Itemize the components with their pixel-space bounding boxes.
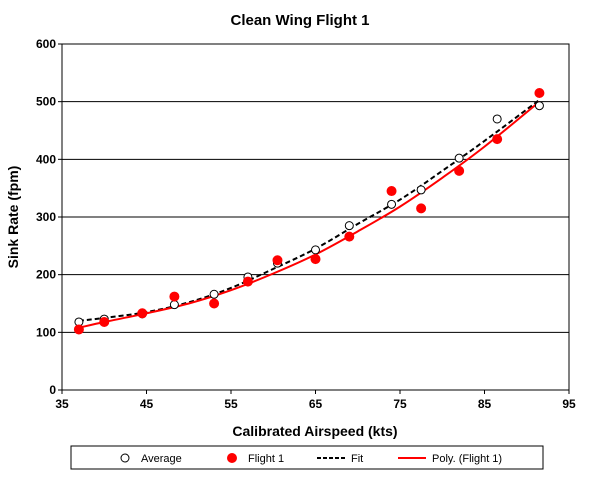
legend-label: Poly. (Flight 1) [432,453,502,465]
legend: Average Flight 1 Fit Poly. (Flight 1) [70,445,544,470]
data-point-average [209,289,219,299]
legend-entry-average: Average [120,453,182,465]
legend-entry-poly-flight-1: Poly. (Flight 1) [398,453,502,465]
data-point-flight-1 [169,291,180,302]
y-tick-label: 200 [36,268,56,282]
data-point-average [454,153,464,163]
data-point-flight-1 [73,324,84,335]
data-point-flight-1 [454,165,465,176]
legend-swatch [227,453,237,463]
legend-swatch [120,453,130,463]
legend-label: Fit [351,453,363,465]
legend-label: Flight 1 [248,453,284,465]
y-tick-label: 300 [36,210,56,224]
y-tick-labels: 0 100 200 300 400 500 600 [36,37,62,397]
data-point-flight-1 [242,276,253,287]
x-tick-label: 35 [55,397,69,411]
series-layer [73,88,545,335]
data-point-average [311,245,320,255]
data-point-flight-1 [209,298,220,309]
data-point-flight-1 [272,255,283,266]
data-point-average [387,199,397,209]
x-tick-label: 65 [309,397,323,411]
y-tick-label: 400 [36,152,56,166]
x-tick-labels: 35 45 55 65 75 85 95 [55,390,576,411]
data-point-flight-1 [310,254,321,265]
data-point-flight-1 [344,231,355,242]
data-point-flight-1 [137,308,148,319]
data-point-average [534,101,544,111]
data-point-average [492,114,502,124]
x-tick-label: 75 [393,397,407,411]
legend-entry-flight-1: Flight 1 [227,453,284,465]
x-tick-label: 95 [562,397,576,411]
data-point-flight-1 [386,186,397,197]
series-flight-1 [73,88,545,335]
data-point-flight-1 [534,88,545,99]
data-point-flight-1 [492,134,503,145]
legend-box [70,445,544,470]
x-tick-label: 55 [224,397,238,411]
y-tick-label: 500 [36,95,56,109]
data-point-flight-1 [99,316,110,327]
data-point-average [169,300,179,310]
data-point-flight-1 [416,203,427,214]
legend-entry-fit: Fit [317,453,363,465]
y-tick-label: 100 [36,325,56,339]
chart-title: Clean Wing Flight 1 [230,12,369,29]
x-tick-label: 85 [478,397,492,411]
data-point-average [344,221,354,231]
x-tick-label: 45 [140,397,154,411]
y-tick-label: 600 [36,37,56,51]
y-axis-label: Sink Rate (fpm) [5,166,21,269]
legend-label: Average [141,453,182,465]
y-tick-label: 0 [49,383,56,397]
x-axis-label: Calibrated Airspeed (kts) [232,423,397,439]
data-point-average [416,185,426,195]
legend-items: Average Flight 1 Fit Poly. (Flight 1) [120,453,502,465]
